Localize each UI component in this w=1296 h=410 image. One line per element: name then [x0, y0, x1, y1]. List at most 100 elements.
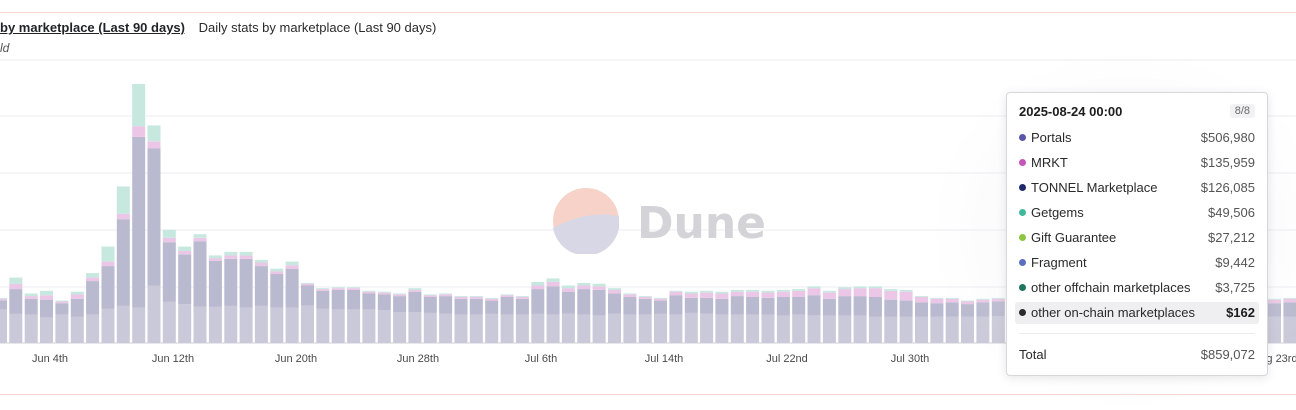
bar-segment[interactable]	[669, 291, 683, 296]
bar-segment[interactable]	[715, 314, 729, 343]
bar-segment[interactable]	[423, 312, 437, 343]
bar-segment[interactable]	[377, 310, 391, 343]
bar-segment[interactable]	[500, 294, 514, 296]
bar-segment[interactable]	[208, 255, 222, 259]
bar-segment[interactable]	[116, 186, 130, 214]
bar-segment[interactable]	[316, 289, 330, 291]
bar-segment[interactable]	[500, 314, 514, 343]
bar-segment[interactable]	[715, 298, 729, 315]
bar-segment[interactable]	[116, 213, 130, 220]
bar-segment[interactable]	[285, 261, 299, 266]
bar-segment[interactable]	[147, 125, 161, 142]
bar-segment[interactable]	[362, 291, 376, 294]
bar-segment[interactable]	[684, 293, 698, 298]
bar-segment[interactable]	[439, 293, 453, 295]
bar-segment[interactable]	[945, 316, 959, 344]
bar-segment[interactable]	[193, 234, 207, 238]
bar-segment[interactable]	[86, 273, 100, 278]
bar-segment[interactable]	[362, 290, 376, 292]
bar-segment[interactable]	[838, 287, 852, 290]
bar-segment[interactable]	[55, 314, 69, 343]
tab-by-marketplace[interactable]: by marketplace (Last 90 days)	[0, 20, 185, 35]
bar-segment[interactable]	[285, 268, 299, 308]
bar-segment[interactable]	[746, 291, 760, 297]
bar-segment[interactable]	[822, 290, 836, 293]
bar-segment[interactable]	[469, 296, 483, 297]
bar-segment[interactable]	[546, 278, 560, 282]
bar-segment[interactable]	[654, 300, 667, 314]
bar-segment[interactable]	[9, 313, 23, 343]
bar-segment[interactable]	[577, 289, 591, 315]
bar-segment[interactable]	[807, 286, 821, 289]
bar-segment[interactable]	[561, 285, 575, 289]
bar-segment[interactable]	[884, 316, 898, 344]
bar-segment[interactable]	[193, 306, 207, 343]
bar-segment[interactable]	[822, 315, 836, 343]
bar-segment[interactable]	[9, 289, 23, 314]
bar-segment[interactable]	[239, 255, 253, 259]
bar-segment[interactable]	[162, 229, 176, 238]
bar-segment[interactable]	[592, 286, 606, 290]
bar-segment[interactable]	[408, 289, 422, 292]
bar-segment[interactable]	[423, 294, 437, 296]
bar-segment[interactable]	[715, 291, 729, 294]
bar-segment[interactable]	[86, 277, 100, 282]
bar-segment[interactable]	[608, 293, 621, 314]
bar-segment[interactable]	[792, 314, 806, 343]
bar-segment[interactable]	[930, 298, 944, 304]
bar-segment[interactable]	[592, 315, 606, 343]
bar-segment[interactable]	[746, 289, 760, 292]
bar-segment[interactable]	[193, 241, 207, 307]
bar-segment[interactable]	[0, 300, 7, 310]
bar-segment[interactable]	[515, 314, 529, 343]
bar-segment[interactable]	[162, 237, 176, 243]
bar-segment[interactable]	[546, 282, 560, 287]
bar-segment[interactable]	[270, 307, 284, 343]
bar-segment[interactable]	[899, 291, 913, 301]
bar-segment[interactable]	[224, 251, 238, 256]
bar-segment[interactable]	[546, 314, 560, 343]
bar-segment[interactable]	[930, 297, 944, 299]
bar-segment[interactable]	[454, 314, 468, 343]
bar-segment[interactable]	[40, 290, 53, 296]
bar-segment[interactable]	[132, 126, 146, 137]
bar-segment[interactable]	[761, 290, 775, 293]
bar-segment[interactable]	[500, 295, 514, 297]
bar-segment[interactable]	[669, 295, 683, 315]
bar-segment[interactable]	[515, 298, 529, 315]
bar-segment[interactable]	[86, 281, 100, 315]
bar-segment[interactable]	[254, 266, 268, 306]
bar-segment[interactable]	[515, 297, 529, 299]
bar-segment[interactable]	[592, 289, 606, 316]
bar-segment[interactable]	[9, 277, 23, 284]
bar-segment[interactable]	[377, 292, 391, 295]
bar-segment[interactable]	[116, 305, 130, 343]
bar-segment[interactable]	[86, 314, 100, 343]
bar-segment[interactable]	[331, 288, 345, 290]
bar-segment[interactable]	[454, 296, 468, 297]
bar-segment[interactable]	[301, 283, 314, 286]
bar-segment[interactable]	[884, 289, 898, 291]
bar-segment[interactable]	[24, 296, 38, 299]
bar-segment[interactable]	[24, 293, 38, 297]
bar-segment[interactable]	[884, 290, 898, 300]
bar-segment[interactable]	[316, 290, 330, 309]
bar-segment[interactable]	[792, 290, 806, 297]
bar-segment[interactable]	[0, 298, 7, 301]
tab-daily-stats[interactable]: Daily stats by marketplace (Last 90 days…	[198, 20, 437, 35]
bar-segment[interactable]	[577, 285, 591, 290]
bar-segment[interactable]	[868, 297, 882, 317]
bar-segment[interactable]	[776, 297, 790, 316]
bar-segment[interactable]	[316, 288, 330, 290]
bar-segment[interactable]	[40, 317, 53, 343]
bar-segment[interactable]	[654, 297, 667, 299]
bar-segment[interactable]	[730, 314, 744, 343]
bar-segment[interactable]	[208, 258, 222, 261]
bar-segment[interactable]	[822, 292, 836, 299]
bar-segment[interactable]	[224, 255, 238, 259]
bar-segment[interactable]	[531, 285, 545, 290]
bar-segment[interactable]	[331, 287, 345, 289]
bar-segment[interactable]	[208, 306, 222, 343]
bar-segment[interactable]	[178, 251, 192, 255]
bar-segment[interactable]	[853, 296, 867, 316]
